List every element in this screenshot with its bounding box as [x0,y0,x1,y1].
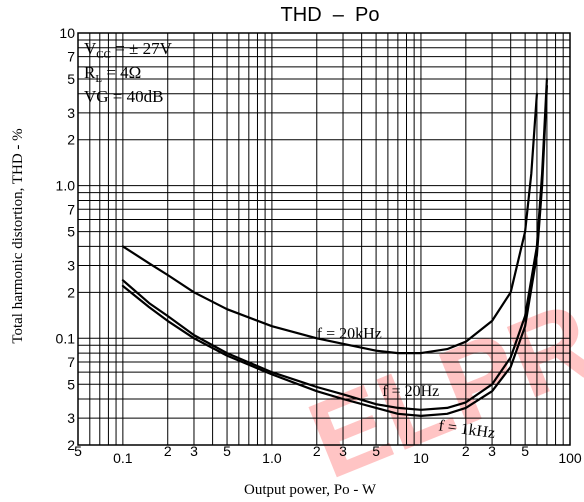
x-tick-label: 3 [190,443,198,459]
plot-frame [77,32,571,446]
y-tick-label: 7 [67,49,75,65]
y-tick-label: 2 [67,132,75,148]
x-axis-label: Output power, Po - W [244,482,377,498]
chart-title: THD – Po [281,4,380,26]
x-tick-label: 0.1 [113,450,133,466]
y-tick-label: 3 [67,257,75,273]
series-line-3 [121,84,548,417]
x-tick-label: 5 [223,443,231,459]
y-tick-label: 1.0 [56,178,76,194]
y-tick-label: 2 [67,284,75,300]
x-tick-label: 3 [488,443,496,459]
x-tick-label: 2 [313,443,321,459]
x-tick-label: 100 [558,450,582,466]
condition-line: VG = 40dB [84,87,163,106]
tick-labels: 5 0.1 2 3 5 1.0 2 3 5 10 2 3 5 100 2 3 5 7 0.1 2 3 5 7 1.0 2 3 5 7 1… [56,25,582,466]
x-tick-label: 5 [521,443,529,459]
x-tick-label: 2 [462,443,470,459]
x-tick-label: 5 [74,443,82,459]
x-tick-label: 5 [372,443,380,459]
curves [121,77,548,417]
y-tick-label: 3 [67,410,75,426]
x-tick-label: 10 [413,450,429,466]
y-tick-label: 2 [67,437,75,453]
y-tick-label: 10 [59,25,75,41]
series-label-1: f = 20kHz [317,325,382,342]
series-line-1 [121,92,538,355]
y-tick-label: 3 [67,105,75,121]
y-tick-label: 7 [67,354,75,370]
y-axis-label: Total harmonic distortion, THD - % [10,128,26,343]
y-tick-label: 5 [67,71,75,87]
x-tick-label: 3 [339,443,347,459]
x-tick-label: 2 [164,443,172,459]
condition-line: VCC = ± 27V [84,39,173,61]
series-line-2 [121,77,548,411]
y-tick-label: 0.1 [56,330,76,346]
y-tick-label: 7 [67,201,75,217]
y-tick-label: 5 [67,224,75,240]
y-tick-label: 5 [67,376,75,392]
grid [78,33,570,445]
condition-line: RL = 4Ω [84,63,141,85]
x-tick-label: 1.0 [262,450,282,466]
series-label-2: f = 20Hz [382,383,439,400]
